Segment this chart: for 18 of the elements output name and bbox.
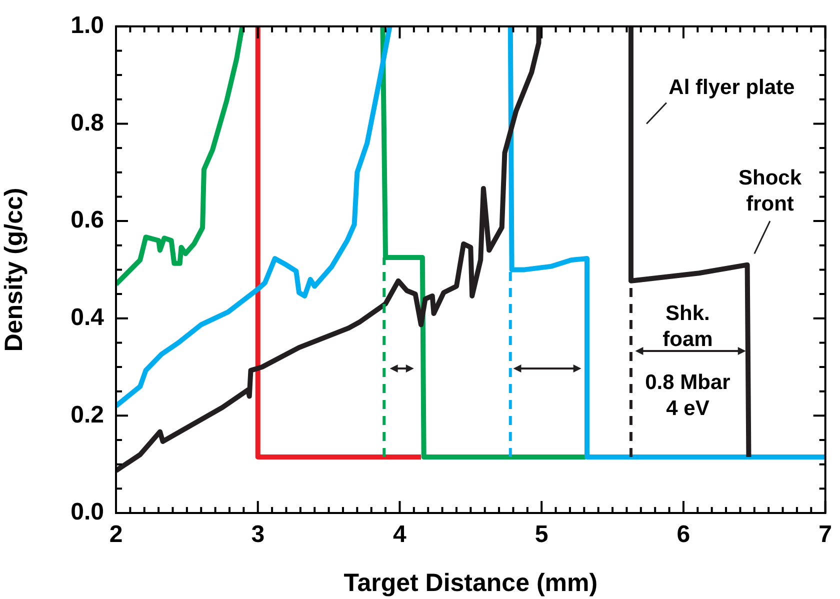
x-tick-label: 3	[251, 521, 265, 548]
y-tick-label: 0.0	[70, 498, 104, 526]
x-tick-label: 5	[534, 521, 548, 548]
y-tick-label: 0.6	[70, 206, 104, 234]
y-tick-label: 0.4	[70, 304, 105, 331]
y-tick-label: 1.0	[70, 12, 104, 40]
y-axis-title: Density (g/cc)	[0, 188, 28, 352]
x-tick-label: 4	[393, 521, 408, 548]
y-tick-label: 0.2	[70, 401, 104, 428]
x-tick-label: 2	[109, 521, 123, 548]
annotation: Shk. foam	[662, 302, 713, 351]
annotation: Shock front	[738, 166, 802, 216]
y-tick-label: 0.8	[70, 109, 104, 136]
x-tick-label: 7	[818, 521, 832, 548]
annotation: 0.8 Mbar 4 eV	[645, 371, 730, 420]
annotation: Al flyer plate	[668, 76, 795, 99]
x-axis-title: Target Distance (mm)	[344, 568, 598, 597]
x-tick-label: 6	[676, 521, 690, 548]
